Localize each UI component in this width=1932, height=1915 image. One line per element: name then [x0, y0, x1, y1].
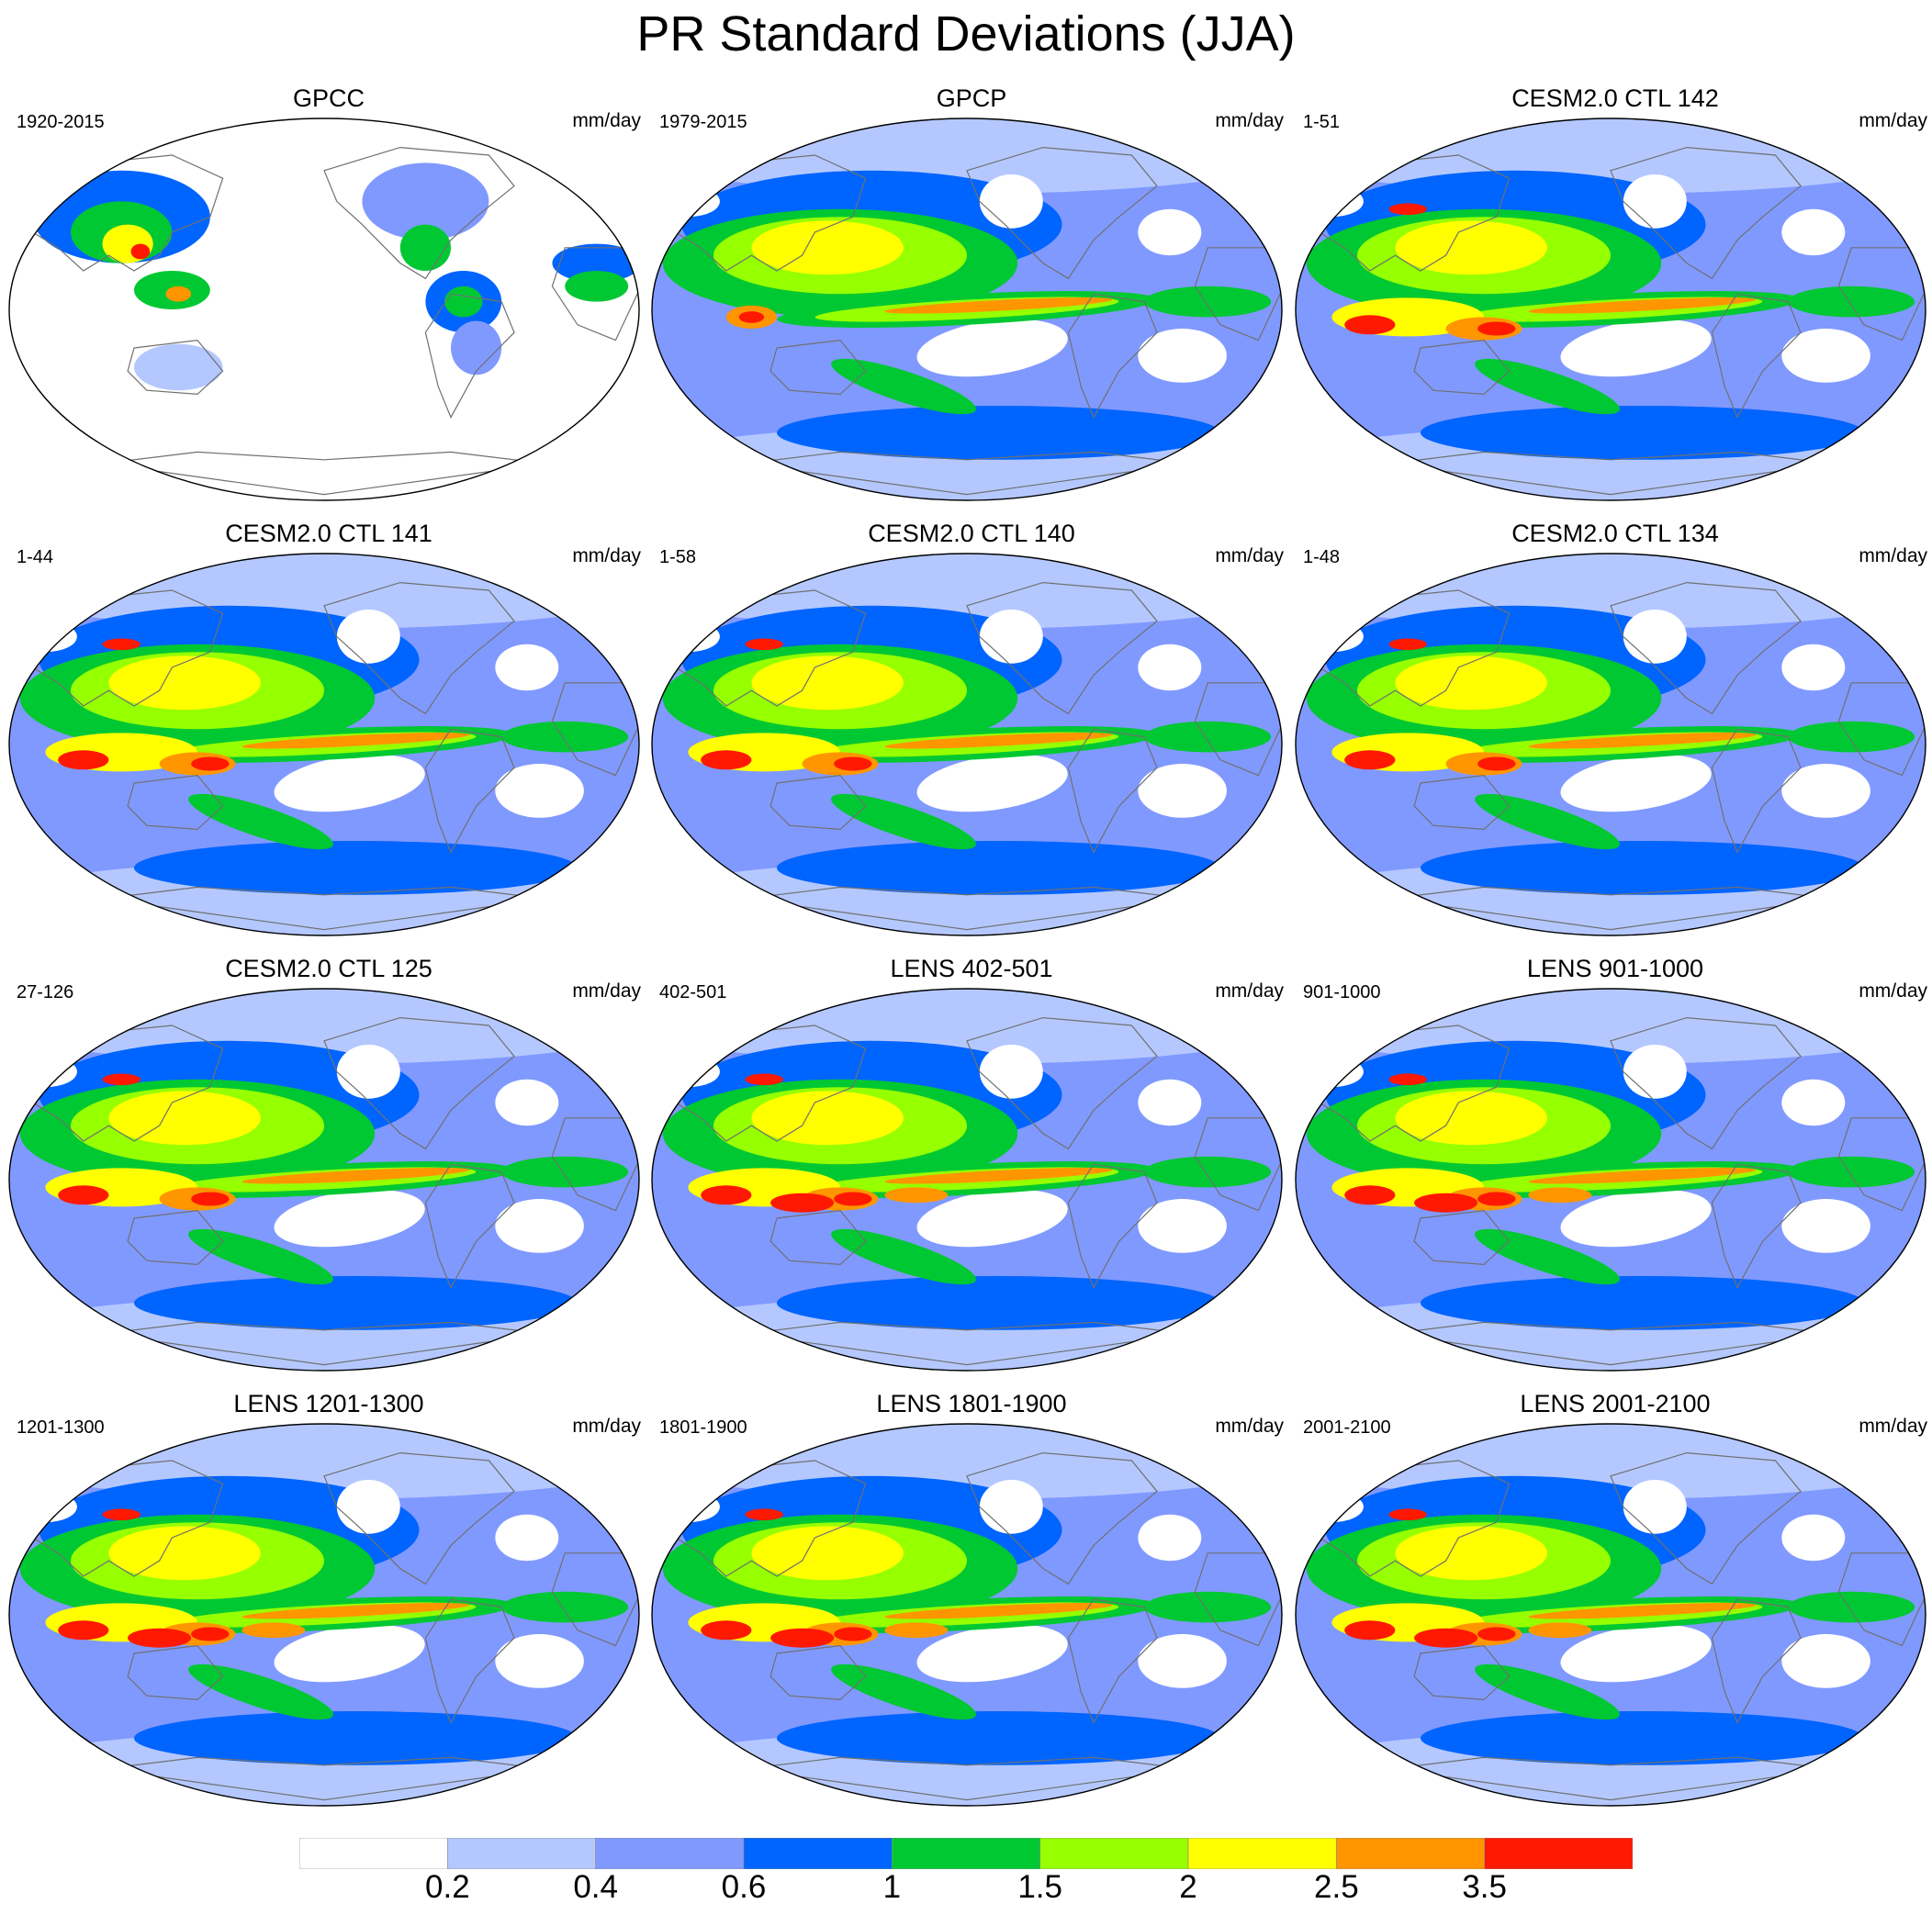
colorbar — [299, 1838, 1633, 1869]
figure-title: PR Standard Deviations (JJA) — [636, 6, 1296, 62]
colorbar-tick-label: 0.4 — [573, 1869, 618, 1905]
panel-years: 1201-1300 — [17, 1417, 105, 1438]
panel-title: GPCC — [292, 84, 365, 112]
panel-years: 901-1000 — [1303, 982, 1381, 1002]
map-panel: LENS 402-501 402-501 mm/day — [650, 955, 1293, 1386]
panel-units: mm/day — [1859, 545, 1927, 566]
panel-title: LENS 2001-2100 — [1520, 1390, 1711, 1417]
panel-years: 2001-2100 — [1303, 1417, 1391, 1438]
panel-units: mm/day — [572, 545, 641, 566]
panel-years: 1-48 — [1303, 547, 1341, 567]
world-map — [1295, 1423, 1926, 1807]
panel-title: LENS 1201-1300 — [233, 1390, 424, 1417]
colorbar-swatch — [892, 1838, 1040, 1869]
colorbar-tick-label: 2 — [1179, 1869, 1197, 1905]
panel-title: CESM2.0 CTL 140 — [868, 520, 1075, 547]
colorbar-tick-label: 0.2 — [425, 1869, 470, 1905]
panel-years: 402-501 — [659, 982, 727, 1002]
panel-years: 1801-1900 — [659, 1417, 747, 1438]
panel-units: mm/day — [572, 110, 641, 131]
world-map — [651, 118, 1283, 501]
map-panel: LENS 1201-1300 1201-1300 mm/day — [7, 1390, 650, 1821]
panel-title: LENS 402-501 — [890, 955, 1053, 982]
colorbar-tick-label: 1 — [882, 1869, 902, 1905]
colorbar-swatch — [595, 1838, 745, 1869]
map-panel: GPCC 1920-2015 mm/day — [7, 84, 650, 516]
panel-years: 1920-2015 — [17, 112, 105, 132]
panel-years: 1-58 — [659, 547, 697, 567]
world-map — [1295, 553, 1926, 936]
colorbar-swatch — [1484, 1838, 1633, 1869]
colorbar-tick-label: 1.5 — [1017, 1869, 1062, 1905]
map-panel: LENS 2001-2100 2001-2100 mm/day — [1294, 1390, 1932, 1821]
panel-years: 27-126 — [17, 982, 74, 1002]
world-map — [651, 553, 1283, 936]
colorbar-tick-label: 3.5 — [1462, 1869, 1507, 1905]
panel-units: mm/day — [1859, 110, 1927, 131]
world-map — [8, 1423, 640, 1807]
colorbar-tick-label: 2.5 — [1314, 1869, 1359, 1905]
world-map — [1295, 118, 1926, 501]
panel-years: 1-44 — [17, 547, 54, 567]
panel-title: GPCP — [936, 84, 1007, 112]
colorbar-tick-label: 0.6 — [721, 1869, 767, 1905]
panel-units: mm/day — [1215, 1416, 1284, 1437]
map-panel: CESM2.0 CTL 125 27-126 mm/day — [7, 955, 650, 1386]
colorbar-swatch — [1187, 1838, 1337, 1869]
panel-units: mm/day — [1215, 110, 1284, 131]
map-panel: CESM2.0 CTL 134 1-48 mm/day — [1294, 520, 1932, 951]
colorbar-swatch — [743, 1838, 893, 1869]
panel-years: 1979-2015 — [659, 112, 747, 132]
map-panel: CESM2.0 CTL 140 1-58 mm/day — [650, 520, 1293, 951]
panel-title: CESM2.0 CTL 125 — [225, 955, 432, 982]
map-panel: GPCP 1979-2015 mm/day — [650, 84, 1293, 516]
world-map — [1295, 988, 1926, 1372]
world-map — [8, 553, 640, 936]
panel-units: mm/day — [1215, 545, 1284, 566]
panel-title: CESM2.0 CTL 134 — [1511, 520, 1719, 547]
panel-units: mm/day — [1215, 980, 1284, 1002]
panel-title: CESM2.0 CTL 142 — [1511, 84, 1719, 112]
map-panel: CESM2.0 CTL 142 1-51 mm/day — [1294, 84, 1932, 516]
map-panel: CESM2.0 CTL 141 1-44 mm/day — [7, 520, 650, 951]
panel-units: mm/day — [1859, 1416, 1927, 1437]
panel-units: mm/day — [572, 980, 641, 1002]
map-panel: LENS 901-1000 901-1000 mm/day — [1294, 955, 1932, 1386]
panel-units: mm/day — [1859, 980, 1927, 1002]
world-map — [8, 118, 640, 501]
map-panel: LENS 1801-1900 1801-1900 mm/day — [650, 1390, 1293, 1821]
panel-units: mm/day — [572, 1416, 641, 1437]
colorbar-swatch — [447, 1838, 596, 1869]
panel-title: CESM2.0 CTL 141 — [225, 520, 432, 547]
panel-title: LENS 901-1000 — [1526, 955, 1704, 982]
world-map — [651, 988, 1283, 1372]
world-map — [8, 988, 640, 1372]
colorbar-swatch — [1039, 1838, 1189, 1869]
colorbar-swatch — [1336, 1838, 1485, 1869]
panel-years: 1-51 — [1303, 112, 1341, 132]
colorbar-swatch — [299, 1838, 448, 1869]
panel-title: LENS 1801-1900 — [876, 1390, 1067, 1417]
world-map — [651, 1423, 1283, 1807]
colorbar-labels: 0.2 0.4 0.6 1 1.5 2 2.5 3.5 — [0, 1869, 1932, 1915]
